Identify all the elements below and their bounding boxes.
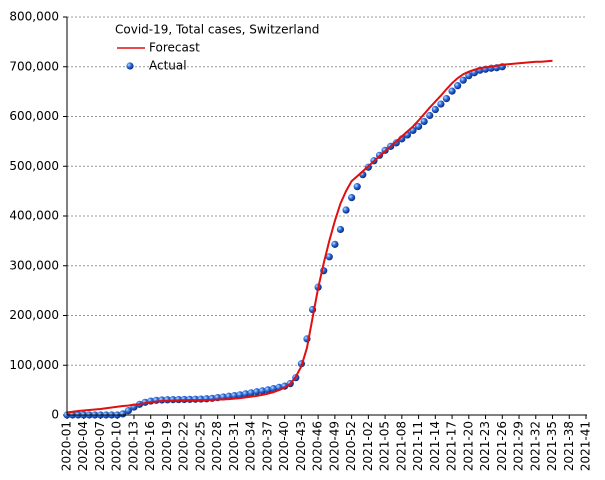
x-tick-label: 2020-13 [126,421,140,471]
data-point [454,82,462,90]
data-point [264,386,272,394]
x-tick-label: 2020-49 [327,421,341,471]
x-tick-label: 2020-07 [93,421,107,471]
x-tick-label: 2021-14 [428,421,442,471]
data-point [426,111,434,120]
x-tick-label: 2020-16 [143,421,157,471]
y-tick-label: 600,000 [9,109,59,123]
data-point [258,387,266,395]
data-point [325,253,333,261]
data-point [253,388,261,396]
legend-marker [126,62,134,70]
y-tick-label: 700,000 [9,59,59,73]
x-tick-label: 2020-37 [260,421,274,471]
x-tick-label: 2020-04 [76,421,90,471]
data-point [336,225,345,234]
x-tick-label: 2020-43 [294,421,308,471]
data-point [420,117,428,126]
data-point [124,407,132,415]
x-tick-label: 2021-20 [461,421,475,471]
x-tick-label: 2021-26 [495,421,509,471]
x-tick-label: 2021-29 [512,421,526,471]
x-tick-label: 2020-31 [227,421,241,471]
x-tick-label: 2020-10 [110,421,124,471]
x-tick-label: 2021-02 [361,421,375,471]
x-tick-label: 2020-01 [60,421,74,471]
x-tick-label: 2020-22 [177,421,191,471]
data-point [431,105,439,114]
x-tick-label: 2021-11 [411,421,425,471]
x-tick-label: 2020-52 [344,421,358,471]
x-tick-label: 2021-38 [562,421,576,471]
data-point [437,100,445,108]
data-point [459,76,467,84]
data-point [442,94,451,103]
data-point [331,240,339,248]
chart-title: Covid-19, Total cases, Switzerland [115,23,319,37]
y-tick-label: 100,000 [9,358,59,372]
x-tick-label: 2020-34 [244,421,258,471]
x-tick-label: 2020-25 [193,421,207,471]
data-point [353,183,361,191]
data-point [230,391,239,400]
x-tick-label: 2021-17 [445,421,459,471]
x-tick-label: 2021-35 [545,421,559,471]
data-point [465,72,473,80]
x-tick-label: 2020-19 [160,421,174,471]
x-tick-label: 2020-40 [277,421,291,471]
legend-label: Forecast [149,41,200,55]
legend: Forecast Actual [117,41,200,73]
y-tick-label: 500,000 [9,159,59,173]
y-tick-label: 800,000 [9,10,59,24]
y-tick-label: 200,000 [9,308,59,322]
y-tick-label: 400,000 [9,209,59,223]
data-point [236,391,244,399]
forecast-line [66,59,553,414]
y-tick-label: 0 [51,408,59,422]
y-tick-label: 300,000 [9,258,59,272]
x-tick-label: 2020-28 [210,421,224,471]
legend-label: Actual [149,59,187,73]
x-tick-label: 2021-41 [579,421,593,471]
x-tick-label: 2021-05 [378,421,392,471]
grid-layer [63,16,587,419]
data-point [247,389,255,397]
x-tick-label: 2021-32 [528,421,542,471]
data-point [342,206,350,214]
x-tick-label: 2020-46 [311,421,325,471]
x-tick-label: 2021-23 [478,421,492,471]
data-point [448,87,456,95]
data-point [348,193,356,202]
data-point [241,390,250,398]
data-point [119,410,127,418]
x-tick-label: 2021-08 [394,421,408,471]
marks-layer [63,59,553,419]
data-point [414,122,423,131]
